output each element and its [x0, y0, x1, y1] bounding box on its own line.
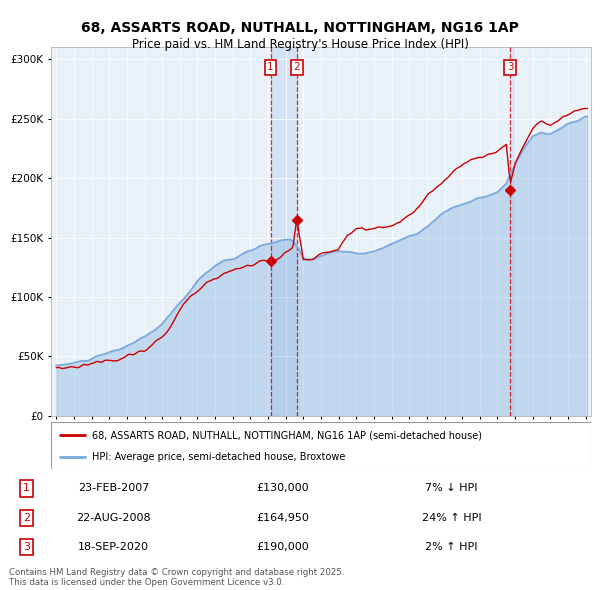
Text: 24% ↑ HPI: 24% ↑ HPI: [422, 513, 481, 523]
Bar: [271, 47, 297, 416]
FancyBboxPatch shape: [51, 422, 591, 469]
Text: HPI: Average price, semi-detached house, Broxtowe: HPI: Average price, semi-detached house,…: [91, 453, 345, 462]
Text: 68, ASSARTS ROAD, NUTHALL, NOTTINGHAM, NG16 1AP: 68, ASSARTS ROAD, NUTHALL, NOTTINGHAM, N…: [81, 21, 519, 35]
Text: £130,000: £130,000: [256, 483, 309, 493]
Text: 3: 3: [23, 542, 30, 552]
Text: Price paid vs. HM Land Registry's House Price Index (HPI): Price paid vs. HM Land Registry's House …: [131, 38, 469, 51]
Text: 2% ↑ HPI: 2% ↑ HPI: [425, 542, 478, 552]
Text: 2: 2: [23, 513, 30, 523]
Text: £190,000: £190,000: [256, 542, 309, 552]
Text: 2: 2: [293, 63, 301, 73]
Text: Contains HM Land Registry data © Crown copyright and database right 2025.
This d: Contains HM Land Registry data © Crown c…: [9, 568, 344, 587]
Text: 18-SEP-2020: 18-SEP-2020: [78, 542, 149, 552]
Text: £164,950: £164,950: [256, 513, 309, 523]
Text: 22-AUG-2008: 22-AUG-2008: [76, 513, 151, 523]
Text: 1: 1: [267, 63, 274, 73]
Text: 7% ↓ HPI: 7% ↓ HPI: [425, 483, 478, 493]
Text: 3: 3: [507, 63, 514, 73]
Bar: [510, 47, 515, 416]
Text: 23-FEB-2007: 23-FEB-2007: [78, 483, 149, 493]
Text: 1: 1: [23, 483, 30, 493]
Text: 68, ASSARTS ROAD, NUTHALL, NOTTINGHAM, NG16 1AP (semi-detached house): 68, ASSARTS ROAD, NUTHALL, NOTTINGHAM, N…: [91, 430, 482, 440]
